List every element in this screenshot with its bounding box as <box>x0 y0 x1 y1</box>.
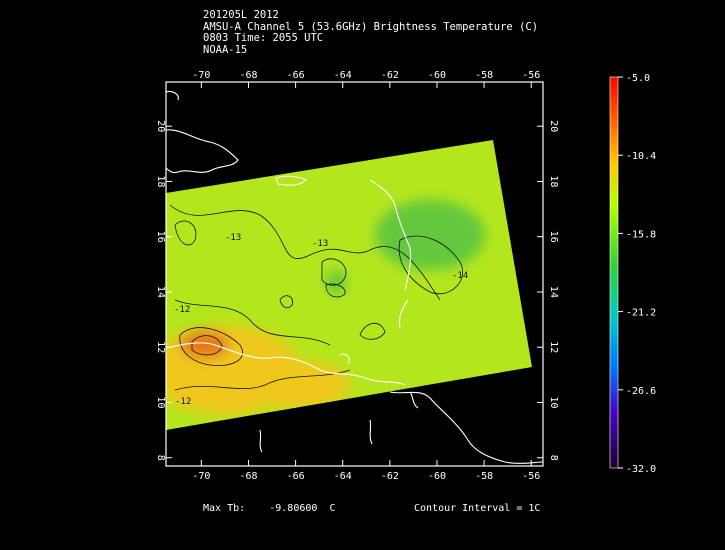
coastline-island <box>166 90 179 101</box>
contour-line <box>279 295 293 309</box>
lon-tick-label: -64 <box>334 471 352 482</box>
contour-line <box>179 327 243 367</box>
lon-tick-label: -66 <box>287 70 305 81</box>
coastlines <box>166 90 543 464</box>
lat-tick-label: 16 <box>155 231 166 243</box>
coastline-antilles <box>369 179 412 291</box>
cool-region-ne <box>375 200 485 270</box>
colorbar-label: -10.4 <box>626 151 656 162</box>
lat-tick-label: 12 <box>548 341 559 353</box>
lat-tick-label: 8 <box>548 455 559 461</box>
lon-tick-label: -68 <box>239 471 257 482</box>
lat-tick-label: 10 <box>155 396 166 408</box>
colorbar-label: -21.2 <box>626 308 656 319</box>
lat-tick-label: 14 <box>548 286 559 298</box>
lat-tick-label: 16 <box>548 231 559 243</box>
lat-tick-label: 18 <box>548 175 559 187</box>
lat-tick-label: 10 <box>548 396 559 408</box>
lon-tick-label: -66 <box>287 471 305 482</box>
contour-label: -14 <box>452 271 468 281</box>
max-tb-readout: Max Tb: -9.80600 C <box>203 503 336 514</box>
coastline-island <box>369 419 373 445</box>
colorbar-label: -15.8 <box>626 229 656 240</box>
contour-line <box>191 335 223 356</box>
lon-tick-label: -62 <box>381 70 399 81</box>
lon-tick-label: -68 <box>239 70 257 81</box>
contour-line <box>359 322 386 340</box>
plot-header: 201205L 2012 AMSU-A Channel 5 (53.6GHz) … <box>203 9 539 56</box>
contour-line <box>398 235 463 295</box>
max-tb-label: Max Tb: <box>203 503 246 514</box>
map-frame: -70 -70 -68 -68 -66 -66 -64 -64 -62 -62 -60 -60 -58 -… <box>155 70 559 482</box>
contour-label: -13 <box>225 233 241 243</box>
lon-tick-label: -60 <box>428 70 446 81</box>
contour-line <box>325 283 346 298</box>
contour-label: -12 <box>175 397 191 407</box>
storm-id-title: 201205L 2012 <box>203 9 279 21</box>
coastline-puerto-rico <box>275 175 307 186</box>
coastline-south-america <box>389 391 543 464</box>
lon-tick-label: -56 <box>522 471 540 482</box>
contour-label: -13 <box>312 239 328 249</box>
max-tb-value: -9.80600 <box>269 503 318 514</box>
colorbar-label: -26.6 <box>626 386 656 397</box>
contour-lines <box>169 204 463 391</box>
lon-tick-label: -58 <box>475 471 493 482</box>
colorbar-label: -5.0 <box>626 73 650 84</box>
max-tb-unit: C <box>329 503 336 514</box>
product-title: AMSU-A Channel 5 (53.6GHz) Brightness Te… <box>203 20 539 33</box>
contour-line <box>174 299 331 346</box>
colorbar <box>609 76 619 469</box>
contour-line <box>174 220 197 246</box>
lon-tick-label: -64 <box>334 70 352 81</box>
lon-tick-label: -70 <box>192 70 210 81</box>
lat-tick-label: 20 <box>548 120 559 132</box>
coastline-south-america <box>166 342 406 386</box>
lat-tick-label: 12 <box>155 341 166 353</box>
contour-line <box>321 258 347 286</box>
lat-tick-label: 8 <box>155 455 166 461</box>
frame-border <box>165 81 544 467</box>
lat-tick-label: 18 <box>155 175 166 187</box>
contour-label: -12 <box>174 305 190 315</box>
contour-line <box>174 369 351 391</box>
lon-tick-label: -58 <box>475 70 493 81</box>
coastline-island <box>339 353 350 365</box>
lat-tick-label: 14 <box>155 286 166 298</box>
coastline-hispaniola <box>166 129 239 174</box>
coastline-antilles <box>398 299 409 329</box>
contour-interval: Contour Interval = 1C <box>414 503 541 514</box>
cool-spot <box>326 270 346 294</box>
satellite-title: NOAA-15 <box>203 43 248 56</box>
time-title: 0803 Time: 2055 UTC <box>203 32 324 44</box>
lon-tick-label: -70 <box>192 471 210 482</box>
brightness-temperature-field: -13 -13 -12 -12 -14 <box>166 140 532 430</box>
warm-region-s <box>250 360 350 410</box>
colorbar-ticks: -5.0 -10.4 -15.8 -21.2 -26.6 -32.0 <box>618 73 656 475</box>
coastline-island <box>259 429 263 453</box>
lon-tick-label: -60 <box>428 471 446 482</box>
contour-line <box>169 204 441 301</box>
lon-tick-label: -56 <box>522 70 540 81</box>
coastline-island <box>409 391 419 409</box>
colorbar-label: -32.0 <box>626 464 656 475</box>
lon-tick-label: -62 <box>381 471 399 482</box>
lat-tick-label: 20 <box>155 120 166 132</box>
